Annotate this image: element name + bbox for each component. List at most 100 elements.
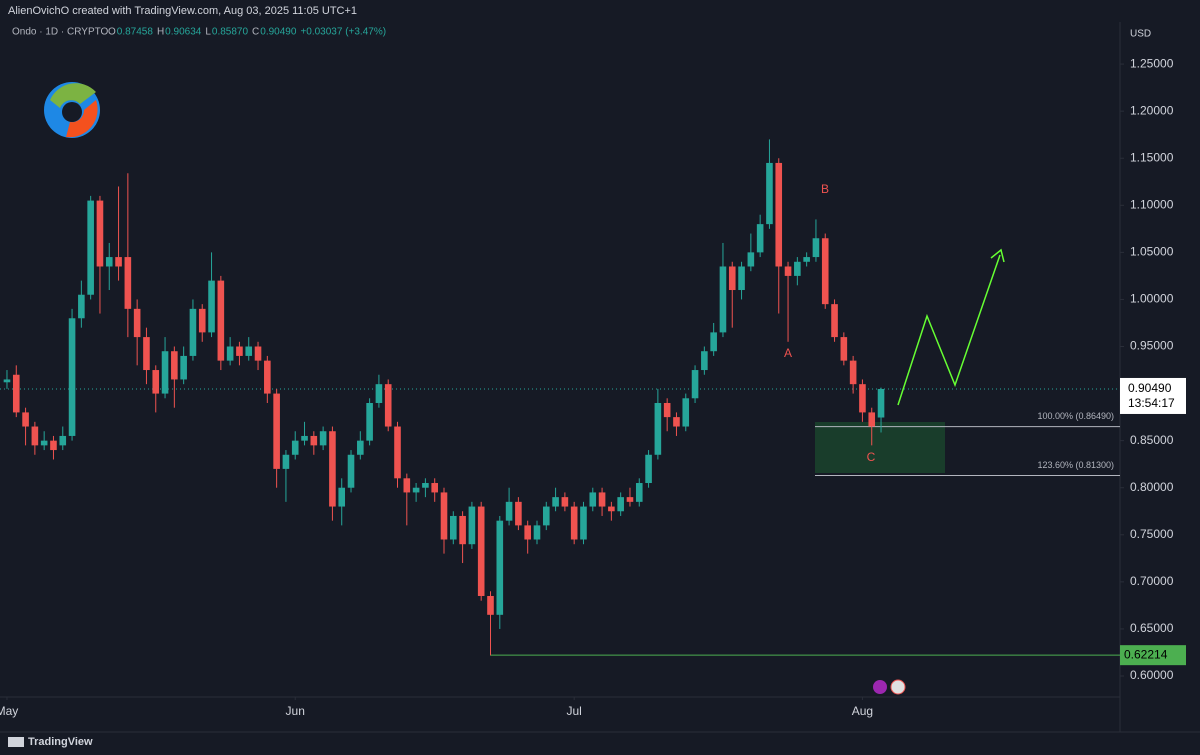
candle-body: [663, 402, 671, 418]
fib-zone: [815, 422, 945, 473]
candle-body: [719, 266, 727, 333]
candle-body: [310, 435, 318, 446]
candle-body: [171, 351, 178, 380]
y-tick-label: 0.60000: [1130, 668, 1174, 682]
candle-body: [431, 483, 439, 493]
candle-body: [849, 360, 857, 385]
candle-body: [291, 440, 299, 455]
x-tick-label: Jun: [286, 704, 305, 718]
event-icon: [873, 680, 887, 694]
event-icon: [890, 679, 906, 695]
candle-body: [143, 337, 150, 371]
candle-body: [254, 346, 262, 361]
ohlc-key: H: [157, 27, 164, 38]
candle-body: [31, 426, 39, 446]
candle-body: [738, 266, 745, 291]
candle-body: [756, 224, 764, 253]
countdown: 13:54:17: [1128, 396, 1175, 410]
candle-body: [50, 440, 57, 451]
logo-core: [62, 102, 82, 122]
y-tick-label: 0.80000: [1130, 480, 1174, 494]
candle-body: [505, 501, 513, 521]
y-tick-label: 0.75000: [1130, 527, 1174, 541]
candle-body: [245, 346, 253, 356]
candle-body: [115, 257, 122, 267]
candle-body: [794, 261, 801, 276]
ohlc-value: 0.90634: [165, 27, 202, 38]
candle-body: [412, 487, 420, 493]
candle-body: [524, 525, 531, 540]
candle-body: [375, 384, 383, 403]
candle-body: [301, 435, 308, 441]
logo-arc: [50, 83, 96, 108]
candle-body: [477, 506, 485, 596]
candle-body: [589, 492, 597, 507]
candle-body: [542, 506, 550, 526]
last-price-box: [1120, 377, 1186, 414]
candle-body: [608, 506, 615, 512]
candle-body: [784, 266, 792, 276]
candle-body: [319, 431, 327, 446]
candle-body: [710, 332, 717, 352]
candle-body: [487, 595, 494, 615]
candle-body: [366, 402, 373, 441]
footer-logo: [8, 737, 24, 747]
candle-body: [40, 440, 48, 446]
candle-body: [580, 506, 587, 540]
wave-label: B: [821, 182, 829, 196]
candle-body: [384, 384, 392, 427]
footer-brand: TradingView: [28, 736, 93, 748]
ohlc-key: C: [252, 27, 259, 38]
candle-body: [691, 370, 699, 399]
y-tick-label: 1.05000: [1130, 245, 1174, 259]
candle-body: [775, 162, 783, 267]
candle-body: [868, 412, 876, 427]
candle-body: [189, 308, 197, 356]
candle-body: [180, 355, 187, 380]
candle-body: [329, 431, 336, 507]
candle-body: [626, 497, 634, 502]
change: +0.03037 (+3.47%): [300, 27, 386, 38]
candle-body: [468, 506, 476, 545]
x-tick-label: Jul: [567, 704, 582, 718]
candle-body: [226, 346, 234, 361]
candle-body: [673, 417, 680, 427]
y-tick-label: 0.95000: [1130, 339, 1174, 353]
candle-body: [877, 388, 885, 418]
candle-body: [440, 492, 448, 540]
ohlc-legend: O 0.87458 H 0.90634 L 0.85870 C 0.90490 +0.03037…: [108, 27, 386, 38]
candle-body: [635, 483, 643, 502]
candle-body: [105, 257, 113, 267]
fib-label: 123.60% (0.81300): [1037, 460, 1114, 470]
y-tick-label: 1.25000: [1130, 56, 1174, 70]
wave-label: C: [867, 450, 876, 464]
candle-body: [701, 351, 708, 371]
last-price-label: 0.90490: [1128, 381, 1172, 395]
candle-body: [561, 497, 569, 507]
y-tick-label: 1.10000: [1130, 197, 1174, 211]
ohlc-value: 0.87458: [117, 27, 154, 38]
y-tick-label: 1.20000: [1130, 103, 1174, 117]
projection-arrow: [897, 254, 1001, 406]
candle-body: [217, 280, 225, 361]
logo-arc: [66, 100, 98, 138]
symbol: Ondo · 1D · CRYPTO: [12, 27, 109, 38]
candle-body: [198, 308, 206, 333]
candle-body: [273, 393, 280, 469]
ohlc-key: O: [108, 27, 116, 38]
candle-body: [728, 266, 736, 291]
candle-body: [96, 200, 104, 267]
candle-body: [552, 497, 559, 507]
wave-label: A: [784, 346, 792, 360]
candle-body: [459, 515, 466, 545]
candle-body: [598, 492, 606, 507]
y-tick-label: 0.70000: [1130, 574, 1174, 588]
support-label: 0.62214: [1124, 647, 1168, 661]
candle-body: [12, 374, 20, 413]
candle-body: [338, 487, 346, 507]
candle-body: [161, 351, 169, 394]
arrow-head: [990, 248, 1005, 263]
candle-body: [570, 506, 578, 540]
